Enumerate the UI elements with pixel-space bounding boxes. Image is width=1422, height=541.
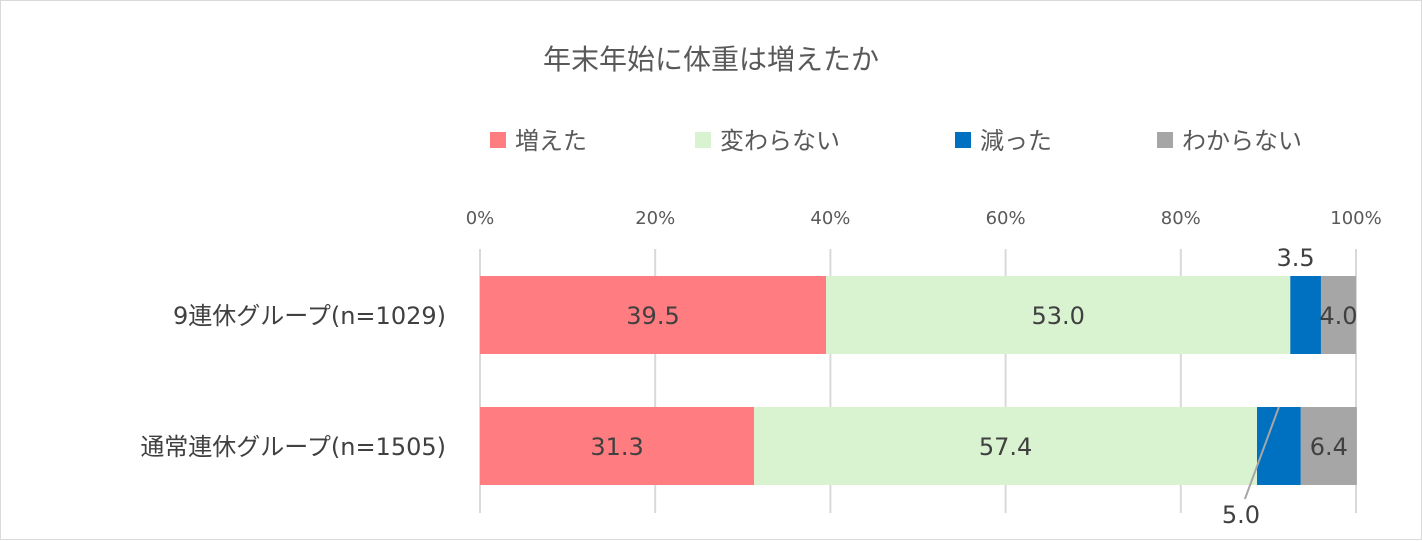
bar-1-3: [1300, 407, 1357, 485]
bar-1-0: [480, 407, 755, 485]
data-label-0-0: 39.5: [626, 302, 679, 330]
legend-label-3: わからない: [1182, 127, 1302, 155]
data-label-0-1: 53.0: [1031, 302, 1084, 330]
bar-0-1: [826, 276, 1291, 354]
legend-label-2: 減った: [980, 127, 1052, 155]
data-labels: 39.5 53.0 3.5 4.0 31.3 57.4 5.0 6.4: [590, 244, 1357, 529]
x-tick-label-0: 0%: [466, 208, 495, 229]
data-label-1-3: 6.4: [1310, 433, 1348, 461]
x-tick-label-5: 100%: [1330, 208, 1381, 229]
x-axis-tick-labels: 0% 20% 40% 60% 80% 100%: [466, 208, 1382, 229]
leader-line-1-2: [1243, 406, 1280, 500]
category-label-1: 通常連休グループ(n=1505): [140, 433, 446, 461]
legend-swatch-1: [695, 132, 711, 148]
x-tick-label-3: 60%: [986, 208, 1026, 229]
category-label-0: 9連休グループ(n=1029): [173, 302, 446, 330]
chart-title: 年末年始に体重は増えたか: [543, 43, 879, 76]
legend-swatch-0: [490, 132, 506, 148]
x-tick-label-2: 40%: [810, 208, 850, 229]
bars: [480, 276, 1357, 485]
legend-label-0: 増えた: [515, 127, 587, 155]
x-tick-label-1: 20%: [635, 208, 675, 229]
legend: 増えた 変わらない 減った わからない: [490, 127, 1302, 155]
data-label-1-0: 31.3: [590, 433, 643, 461]
bar-0-0: [480, 276, 827, 354]
legend-label-1: 変わらない: [720, 127, 840, 155]
bar-0-3: [1320, 276, 1356, 354]
legend-swatch-3: [1157, 132, 1173, 148]
bar-0-2: [1290, 276, 1321, 354]
data-label-1-2: 5.0: [1222, 501, 1260, 529]
bar-1-1: [754, 407, 1258, 485]
category-labels: 9連休グループ(n=1029) 通常連休グループ(n=1505): [140, 302, 446, 461]
data-label-0-3: 4.0: [1319, 302, 1357, 330]
legend-swatch-2: [955, 132, 971, 148]
data-label-0-2: 3.5: [1277, 244, 1315, 272]
data-label-1-1: 57.4: [979, 433, 1032, 461]
x-tick-label-4: 80%: [1161, 208, 1201, 229]
